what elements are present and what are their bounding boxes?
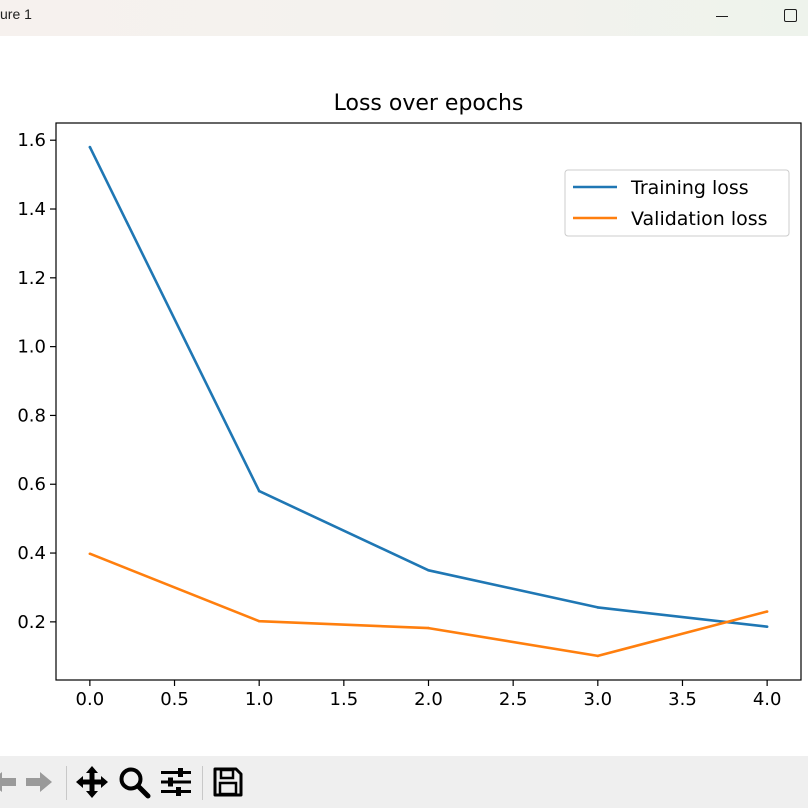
data-point [257, 489, 261, 493]
minimize-icon[interactable] [702, 4, 742, 30]
chart-title: Loss over epochs [334, 91, 524, 116]
data-point [765, 610, 769, 613]
x-tick-label: 0.0 [76, 689, 105, 710]
y-tick-label: 1.2 [17, 268, 46, 289]
data-point [765, 625, 769, 628]
data-point [427, 626, 430, 630]
data-point [257, 619, 261, 623]
legend-box [564, 169, 790, 237]
back-arrow-icon[interactable] [0, 764, 22, 800]
save-floppy-icon[interactable] [210, 764, 246, 800]
y-tick-label: 1.4 [17, 199, 46, 220]
zoom-magnifier-icon[interactable] [116, 764, 152, 800]
figure-canvas[interactable]: Loss over epochs 0.0 0.5 1.0 1.5 2.0 2.5 3.0 3.5… [0, 36, 808, 756]
subplots-sliders-icon[interactable] [158, 764, 194, 800]
x-tick-label: 3.5 [668, 689, 697, 710]
toolbar-separator [202, 766, 203, 800]
x-tick-label: 1.5 [330, 689, 359, 710]
forward-arrow-icon[interactable] [20, 764, 56, 800]
line-chart: Loss over epochs 0.0 0.5 1.0 1.5 2.0 2.5 3.0 3.5… [17, 91, 802, 710]
legend-label: Training loss [630, 177, 749, 199]
y-tick-label: 0.2 [17, 612, 46, 633]
data-point [596, 654, 600, 658]
data-point [88, 552, 92, 556]
y-tick-label: 0.6 [17, 474, 46, 495]
maximize-icon[interactable] [770, 4, 808, 30]
x-tick-label: 0.5 [160, 689, 189, 710]
x-tick-label: 3.0 [583, 689, 612, 710]
window-title: ure 1 [0, 6, 32, 22]
data-point [88, 145, 92, 149]
pan-move-icon[interactable] [74, 764, 110, 800]
x-tick-label: 4.0 [753, 689, 782, 710]
toolbar-separator [66, 766, 67, 800]
data-point [596, 606, 600, 609]
legend-label: Validation loss [631, 208, 768, 230]
navigation-toolbar [0, 756, 808, 808]
y-tick-label: 1.0 [17, 337, 46, 358]
x-tick-label: 2.0 [414, 689, 443, 710]
data-point [427, 568, 430, 572]
y-tick-label: 0.8 [17, 405, 46, 426]
window-titlebar: ure 1 [0, 0, 808, 36]
y-tick-label: 1.6 [17, 130, 46, 151]
x-tick-label: 1.0 [245, 689, 274, 710]
x-tick-label: 2.5 [499, 689, 528, 710]
y-tick-label: 0.4 [17, 543, 46, 564]
